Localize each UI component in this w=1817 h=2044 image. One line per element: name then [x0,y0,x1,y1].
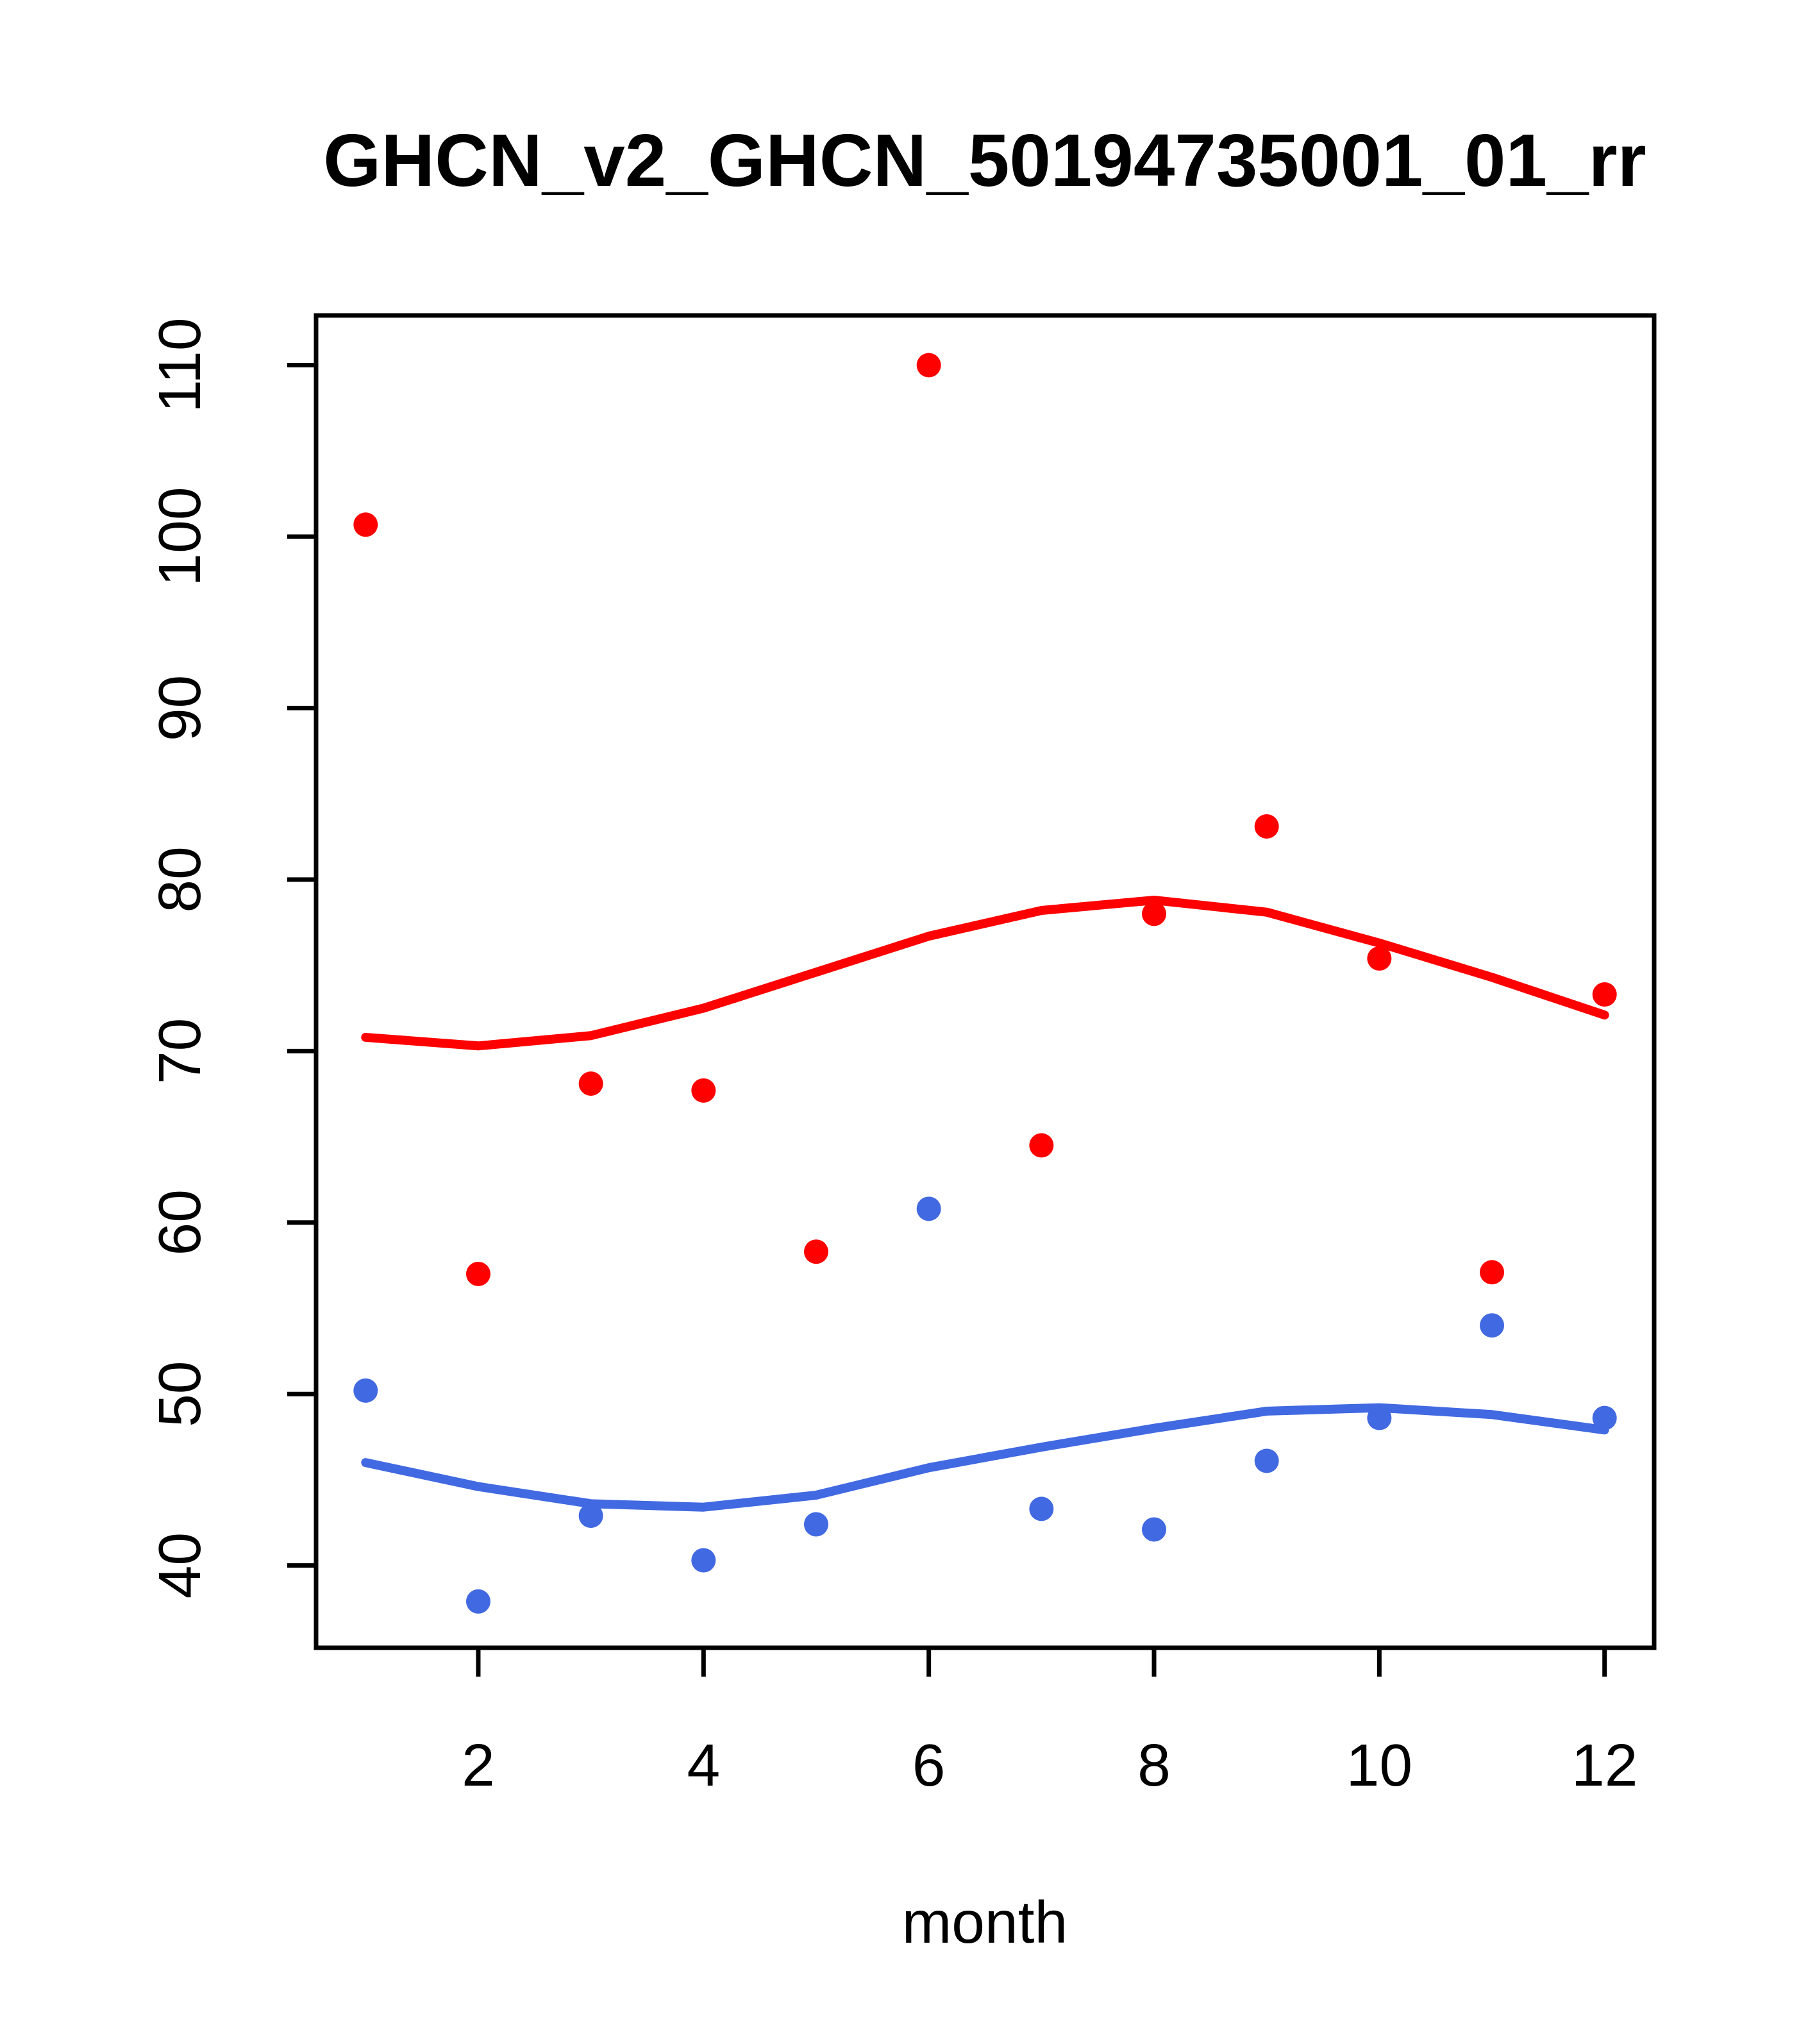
red-point [1254,814,1279,839]
plot-frame [314,313,1657,1650]
x-tick-label: 2 [462,1732,495,1798]
red-point [916,353,941,378]
blue-point [691,1548,716,1573]
y-tick-label: 50 [146,1361,213,1427]
y-tick-label: 90 [146,675,213,741]
red-point [803,1239,828,1264]
blue-point [1029,1496,1054,1521]
red-point [353,512,378,537]
y-tick-label: 60 [146,1189,213,1255]
x-tick-label: 10 [1346,1732,1412,1798]
red-point [1592,982,1617,1007]
x-tick-label: 8 [1137,1732,1171,1798]
red-point [691,1078,716,1103]
red-point [1480,1260,1505,1285]
blue-point [353,1378,378,1403]
blue-point [803,1512,828,1537]
blue-point [578,1504,603,1529]
blue-point [916,1196,941,1221]
x-tick-label: 6 [912,1732,946,1798]
blue-point [1367,1405,1392,1430]
y-tick-label: 80 [146,846,213,912]
blue-point [1592,1405,1617,1430]
red-point [465,1261,490,1286]
red-point [578,1071,603,1096]
red-point [1142,901,1167,926]
red-point [1367,946,1392,971]
red-point [1029,1133,1054,1158]
y-tick-label: 100 [146,487,213,586]
x-axis-label: month [902,1889,1068,1956]
blue-smooth-line [361,1403,1609,1512]
blue-point [1480,1313,1505,1338]
y-tick-label: 70 [146,1018,213,1084]
y-tick-label: 110 [146,317,213,412]
x-tick-label: 4 [687,1732,720,1798]
y-tick-label: 40 [146,1532,213,1598]
blue-point [1254,1448,1279,1473]
chart-title: GHCN_v2_GHCN_50194735001_01_rr [323,119,1646,202]
x-tick-label: 12 [1571,1732,1637,1798]
blue-point [1142,1517,1167,1542]
red-smooth-line [361,895,1609,1051]
blue-point [465,1589,490,1614]
